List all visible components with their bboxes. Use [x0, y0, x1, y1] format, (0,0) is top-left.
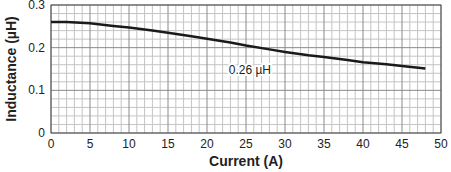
y-tick-label: 0: [38, 126, 45, 140]
grid-line: [168, 5, 169, 133]
minor-grid: [378, 5, 379, 133]
minor-grid: [214, 5, 215, 133]
minor-grid: [386, 5, 387, 133]
minor-grid: [277, 5, 278, 133]
minor-grid: [308, 5, 309, 133]
plot-frame: [51, 5, 441, 133]
grid-line: [51, 47, 441, 48]
grid-line: [207, 5, 208, 133]
y-tick-label: 0.2: [28, 41, 45, 55]
y-tick-label: 0.3: [28, 0, 45, 12]
minor-grid: [222, 5, 223, 133]
minor-grid: [339, 5, 340, 133]
minor-grid: [199, 5, 200, 133]
series-group: [51, 22, 425, 69]
minor-grid: [144, 5, 145, 133]
x-tick-label: 5: [87, 137, 94, 151]
chart: 0 5 10 15 20 25 30 35 40 45 50 0 0.1 0.2 0.3 Current (A…: [0, 0, 451, 172]
minor-grid: [191, 5, 192, 133]
grid-line: [363, 5, 364, 133]
minor-grid: [58, 5, 59, 133]
x-tick-label: 20: [200, 137, 214, 151]
minor-grid: [175, 5, 176, 133]
minor-grid: [300, 5, 301, 133]
grid-line: [324, 5, 325, 133]
minor-grid: [183, 5, 184, 133]
y-axis-label: Inductance (µH): [3, 16, 19, 121]
x-tick-label: 10: [122, 137, 136, 151]
x-tick-label: 45: [395, 137, 409, 151]
grid-line: [51, 90, 441, 91]
series-line: [51, 22, 425, 69]
y-tick-label: 0.1: [28, 83, 45, 97]
minor-grid: [136, 5, 137, 133]
x-tick-label: 35: [317, 137, 331, 151]
annotation: 0.26 µH: [229, 63, 271, 77]
grid-line: [129, 5, 130, 133]
x-tick-label: 40: [356, 137, 370, 151]
x-tick-label: 0: [48, 137, 55, 151]
minor-grid: [409, 5, 410, 133]
x-tick-label: 15: [161, 137, 175, 151]
x-tick-label: 30: [278, 137, 292, 151]
minor-grid: [316, 5, 317, 133]
x-tick-label: 25: [239, 137, 253, 151]
minor-grid: [66, 5, 67, 133]
grid-line: [285, 5, 286, 133]
minor-grid: [292, 5, 293, 133]
x-tick-label: 50: [434, 137, 448, 151]
minor-grid: [121, 5, 122, 133]
x-axis-label: Current (A): [209, 153, 283, 169]
minor-grid: [394, 5, 395, 133]
minor-grid: [113, 5, 114, 133]
minor-grid: [82, 5, 83, 133]
minor-grid: [160, 5, 161, 133]
minor-grid: [152, 5, 153, 133]
minor-grid: [370, 5, 371, 133]
minor-grid: [347, 5, 348, 133]
grid-line: [402, 5, 403, 133]
minor-grid: [433, 5, 434, 133]
minor-grid: [331, 5, 332, 133]
minor-grid: [74, 5, 75, 133]
minor-grid: [355, 5, 356, 133]
